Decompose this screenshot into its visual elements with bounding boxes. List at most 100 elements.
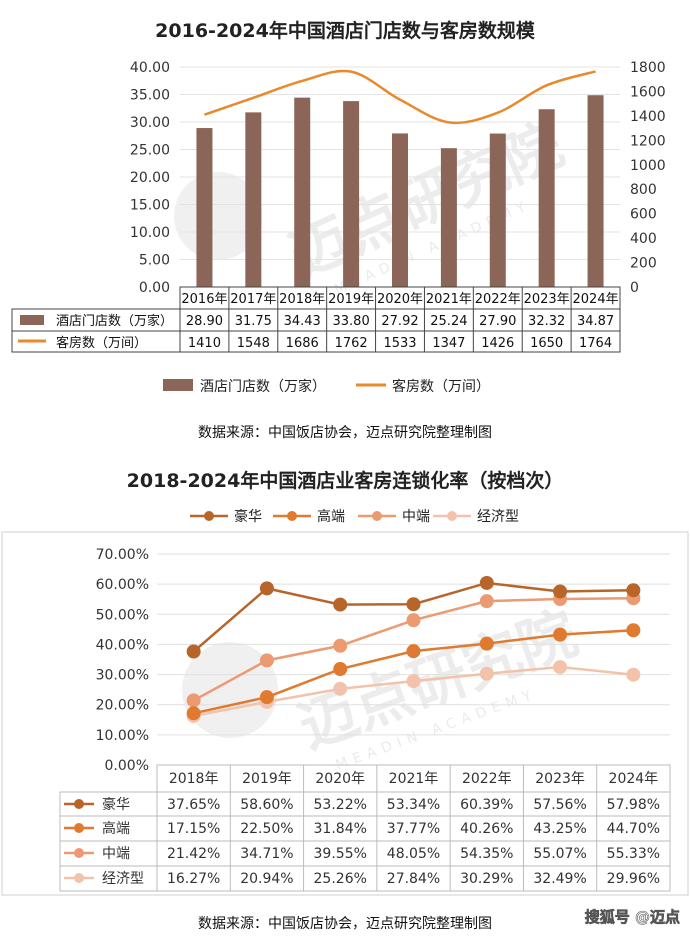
y-tick-label: 50.00% [96, 607, 149, 623]
table-cell: 32.32 [528, 314, 565, 329]
legend-label: 经济型 [477, 509, 519, 525]
chart1-title: 2016-2024年中国酒店门店数与客房数规模 [155, 19, 536, 42]
table-cell: 31.75 [235, 314, 272, 329]
table-cell: 57.98% [607, 797, 660, 813]
y-tick-label: 0.00% [105, 758, 149, 774]
table-bar-swatch [20, 315, 44, 325]
table-cell: 48.05% [387, 846, 440, 862]
legend-label: 中端 [402, 509, 430, 525]
table-cell: 58.60% [240, 797, 293, 813]
table-category-label: 2024年 [573, 292, 619, 307]
table-cell: 40.26% [460, 821, 513, 837]
table-cell: 53.34% [387, 797, 440, 813]
bar [294, 97, 311, 287]
data-point [479, 636, 494, 651]
bar [392, 133, 408, 287]
y2-tick-label: 1400 [630, 109, 666, 125]
table-cell: 60.39% [460, 797, 513, 813]
table-category-label: 2024年 [609, 771, 659, 787]
table-cell: 34.43 [284, 314, 321, 329]
bar [489, 133, 506, 287]
y-tick-label: 10.00 [130, 225, 170, 241]
data-point [259, 653, 274, 668]
table-marker [74, 873, 84, 883]
table-category-label: 2020年 [377, 292, 423, 307]
legend-marker [372, 511, 382, 521]
bar [245, 112, 262, 287]
chart1-bars [196, 95, 604, 288]
table-cell: 1410 [188, 336, 221, 351]
data-point [186, 706, 201, 721]
table-cell: 29.96% [607, 871, 660, 887]
y-tick-label: 20.00 [130, 170, 170, 186]
table-row-label: 豪华 [102, 797, 130, 813]
table-cell: 16.27% [167, 871, 220, 887]
y2-tick-label: 400 [630, 231, 657, 247]
table-cell: 25.26% [314, 871, 367, 887]
legend-marker [204, 511, 214, 521]
table-cell: 44.70% [607, 821, 660, 837]
table-category-label: 2022年 [462, 771, 512, 787]
table-cell: 27.84% [387, 871, 440, 887]
table-cell: 53.22% [314, 797, 367, 813]
table-marker [74, 848, 84, 858]
legend-rooms-label: 客房数（万间） [392, 378, 490, 395]
table-category-label: 2019年 [242, 771, 292, 787]
table-cell: 1762 [335, 336, 368, 351]
table-category-label: 2023年 [535, 771, 585, 787]
table-category-label: 2018年 [279, 292, 325, 307]
y-tick-label: 0.00 [139, 280, 170, 296]
table-marker [74, 823, 84, 833]
table-cell: 37.77% [387, 821, 440, 837]
table-cell: 43.25% [533, 821, 586, 837]
chart1-right-axis: 0 200 400 600 800 1000 1200 1400 1600 1800 [630, 60, 666, 296]
table-cell: 32.49% [533, 871, 586, 887]
table-cell: 37.65% [167, 797, 220, 813]
chart2-frame [1, 531, 689, 896]
table-cell: 33.80 [333, 314, 370, 329]
data-point [333, 597, 348, 612]
table-category-label: 2018年 [169, 771, 219, 787]
bar [538, 109, 555, 288]
y2-tick-label: 1200 [630, 133, 666, 149]
data-point [259, 690, 274, 705]
table-cell: 28.90 [186, 314, 223, 329]
chain-rate-chart: 2018-2024年中国酒店业客房连锁化率（按档次） 豪华 高端 中端 经济型 迈点研… [1, 469, 689, 932]
table-cell: 27.92 [381, 314, 418, 329]
data-point [626, 667, 641, 682]
table-cell: 34.71% [240, 846, 293, 862]
legend-marker [287, 511, 297, 521]
table-cell: 20.94% [240, 871, 293, 887]
y2-tick-label: 200 [630, 256, 657, 272]
chart2-series [186, 575, 641, 723]
table-cell: 55.33% [607, 846, 660, 862]
table-category-label: 2016年 [181, 292, 227, 307]
table-row-label: 中端 [102, 846, 130, 862]
credit-watermark: 搜狐号 @迈点 [585, 908, 680, 926]
data-point [333, 662, 348, 677]
legend-bar-swatch [163, 379, 193, 391]
watermark-text: 迈点研究院 [280, 110, 573, 290]
table-cell: 1548 [237, 336, 270, 351]
table-cell: 1686 [286, 336, 319, 351]
bar [343, 101, 360, 287]
table-cell: 1347 [432, 336, 465, 351]
chart2-y-axis: 0.00% 10.00% 20.00% 30.00% 40.00% 50.00% 60.00… [96, 547, 149, 774]
table-cell: 27.90 [479, 314, 516, 329]
table-cell: 25.24 [430, 314, 467, 329]
y-tick-label: 60.00% [96, 577, 149, 593]
table-cell: 57.56% [533, 797, 586, 813]
table-cell: 54.35% [460, 846, 513, 862]
data-point [626, 583, 641, 598]
y-tick-label: 40.00% [96, 637, 149, 653]
y-tick-label: 40.00 [130, 60, 170, 76]
table-cell: 22.50% [240, 821, 293, 837]
legend-label: 豪华 [234, 509, 262, 525]
data-point [626, 623, 641, 638]
y2-tick-label: 1800 [630, 60, 666, 76]
table-cell: 1764 [579, 336, 612, 351]
y-tick-label: 10.00% [96, 728, 149, 744]
y-tick-label: 15.00 [130, 198, 170, 214]
table-cell: 17.15% [167, 821, 220, 837]
